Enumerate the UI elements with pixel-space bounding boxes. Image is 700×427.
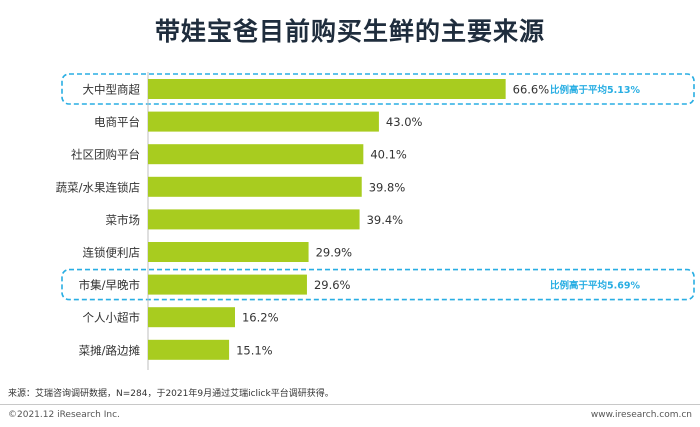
bar	[148, 79, 506, 99]
highlight-box	[61, 268, 695, 301]
category-label: 社区团购平台	[71, 148, 140, 162]
bar	[148, 307, 235, 328]
bar	[148, 111, 379, 132]
website-url: www.iresearch.com.cn	[590, 410, 692, 420]
value-label: 39.8%	[369, 180, 406, 194]
chart-title: 带娃宝爸目前购买生鲜的主要来源	[154, 17, 545, 46]
bar	[148, 339, 230, 360]
footer-divider	[0, 404, 700, 405]
category-label: 个人小超市	[83, 311, 141, 325]
value-label: 66.6%	[513, 83, 550, 97]
value-label: 39.4%	[367, 213, 404, 227]
category-label: 市集/早晚市	[79, 278, 140, 292]
highlight-box	[61, 73, 695, 105]
category-label: 电商平台	[94, 115, 140, 129]
value-label: 40.1%	[370, 148, 407, 162]
source-note: 来源：艾瑞咨询调研数据，N=284，于2021年9月通过艾瑞iclick平台调研…	[8, 389, 334, 399]
category-label: 蔬菜/水果连锁店	[56, 180, 140, 194]
category-label: 菜摊/路边摊	[79, 343, 141, 357]
highlight-label: 比例高于平均5.69%	[550, 280, 640, 292]
copyright: ©2021.12 iResearch Inc.	[8, 410, 120, 420]
value-label: 43.0%	[386, 115, 423, 129]
bar	[148, 274, 307, 295]
value-label: 15.1%	[236, 343, 273, 357]
bar	[148, 176, 362, 197]
value-label: 29.9%	[316, 246, 353, 260]
bar-chart: 比例高于平均5.13% 比例高于平均5.69% 大中型商超 66.6% 电商平台 43.0…	[56, 72, 695, 370]
bar	[148, 209, 360, 230]
bar	[148, 144, 364, 165]
category-label: 菜市场	[106, 213, 141, 227]
value-label: 16.2%	[242, 311, 279, 325]
category-label: 连锁便利店	[83, 246, 141, 260]
bar	[148, 242, 309, 262]
value-label: 29.6%	[314, 278, 351, 292]
category-label: 大中型商超	[83, 83, 141, 97]
highlight-label: 比例高于平均5.13%	[550, 84, 640, 96]
